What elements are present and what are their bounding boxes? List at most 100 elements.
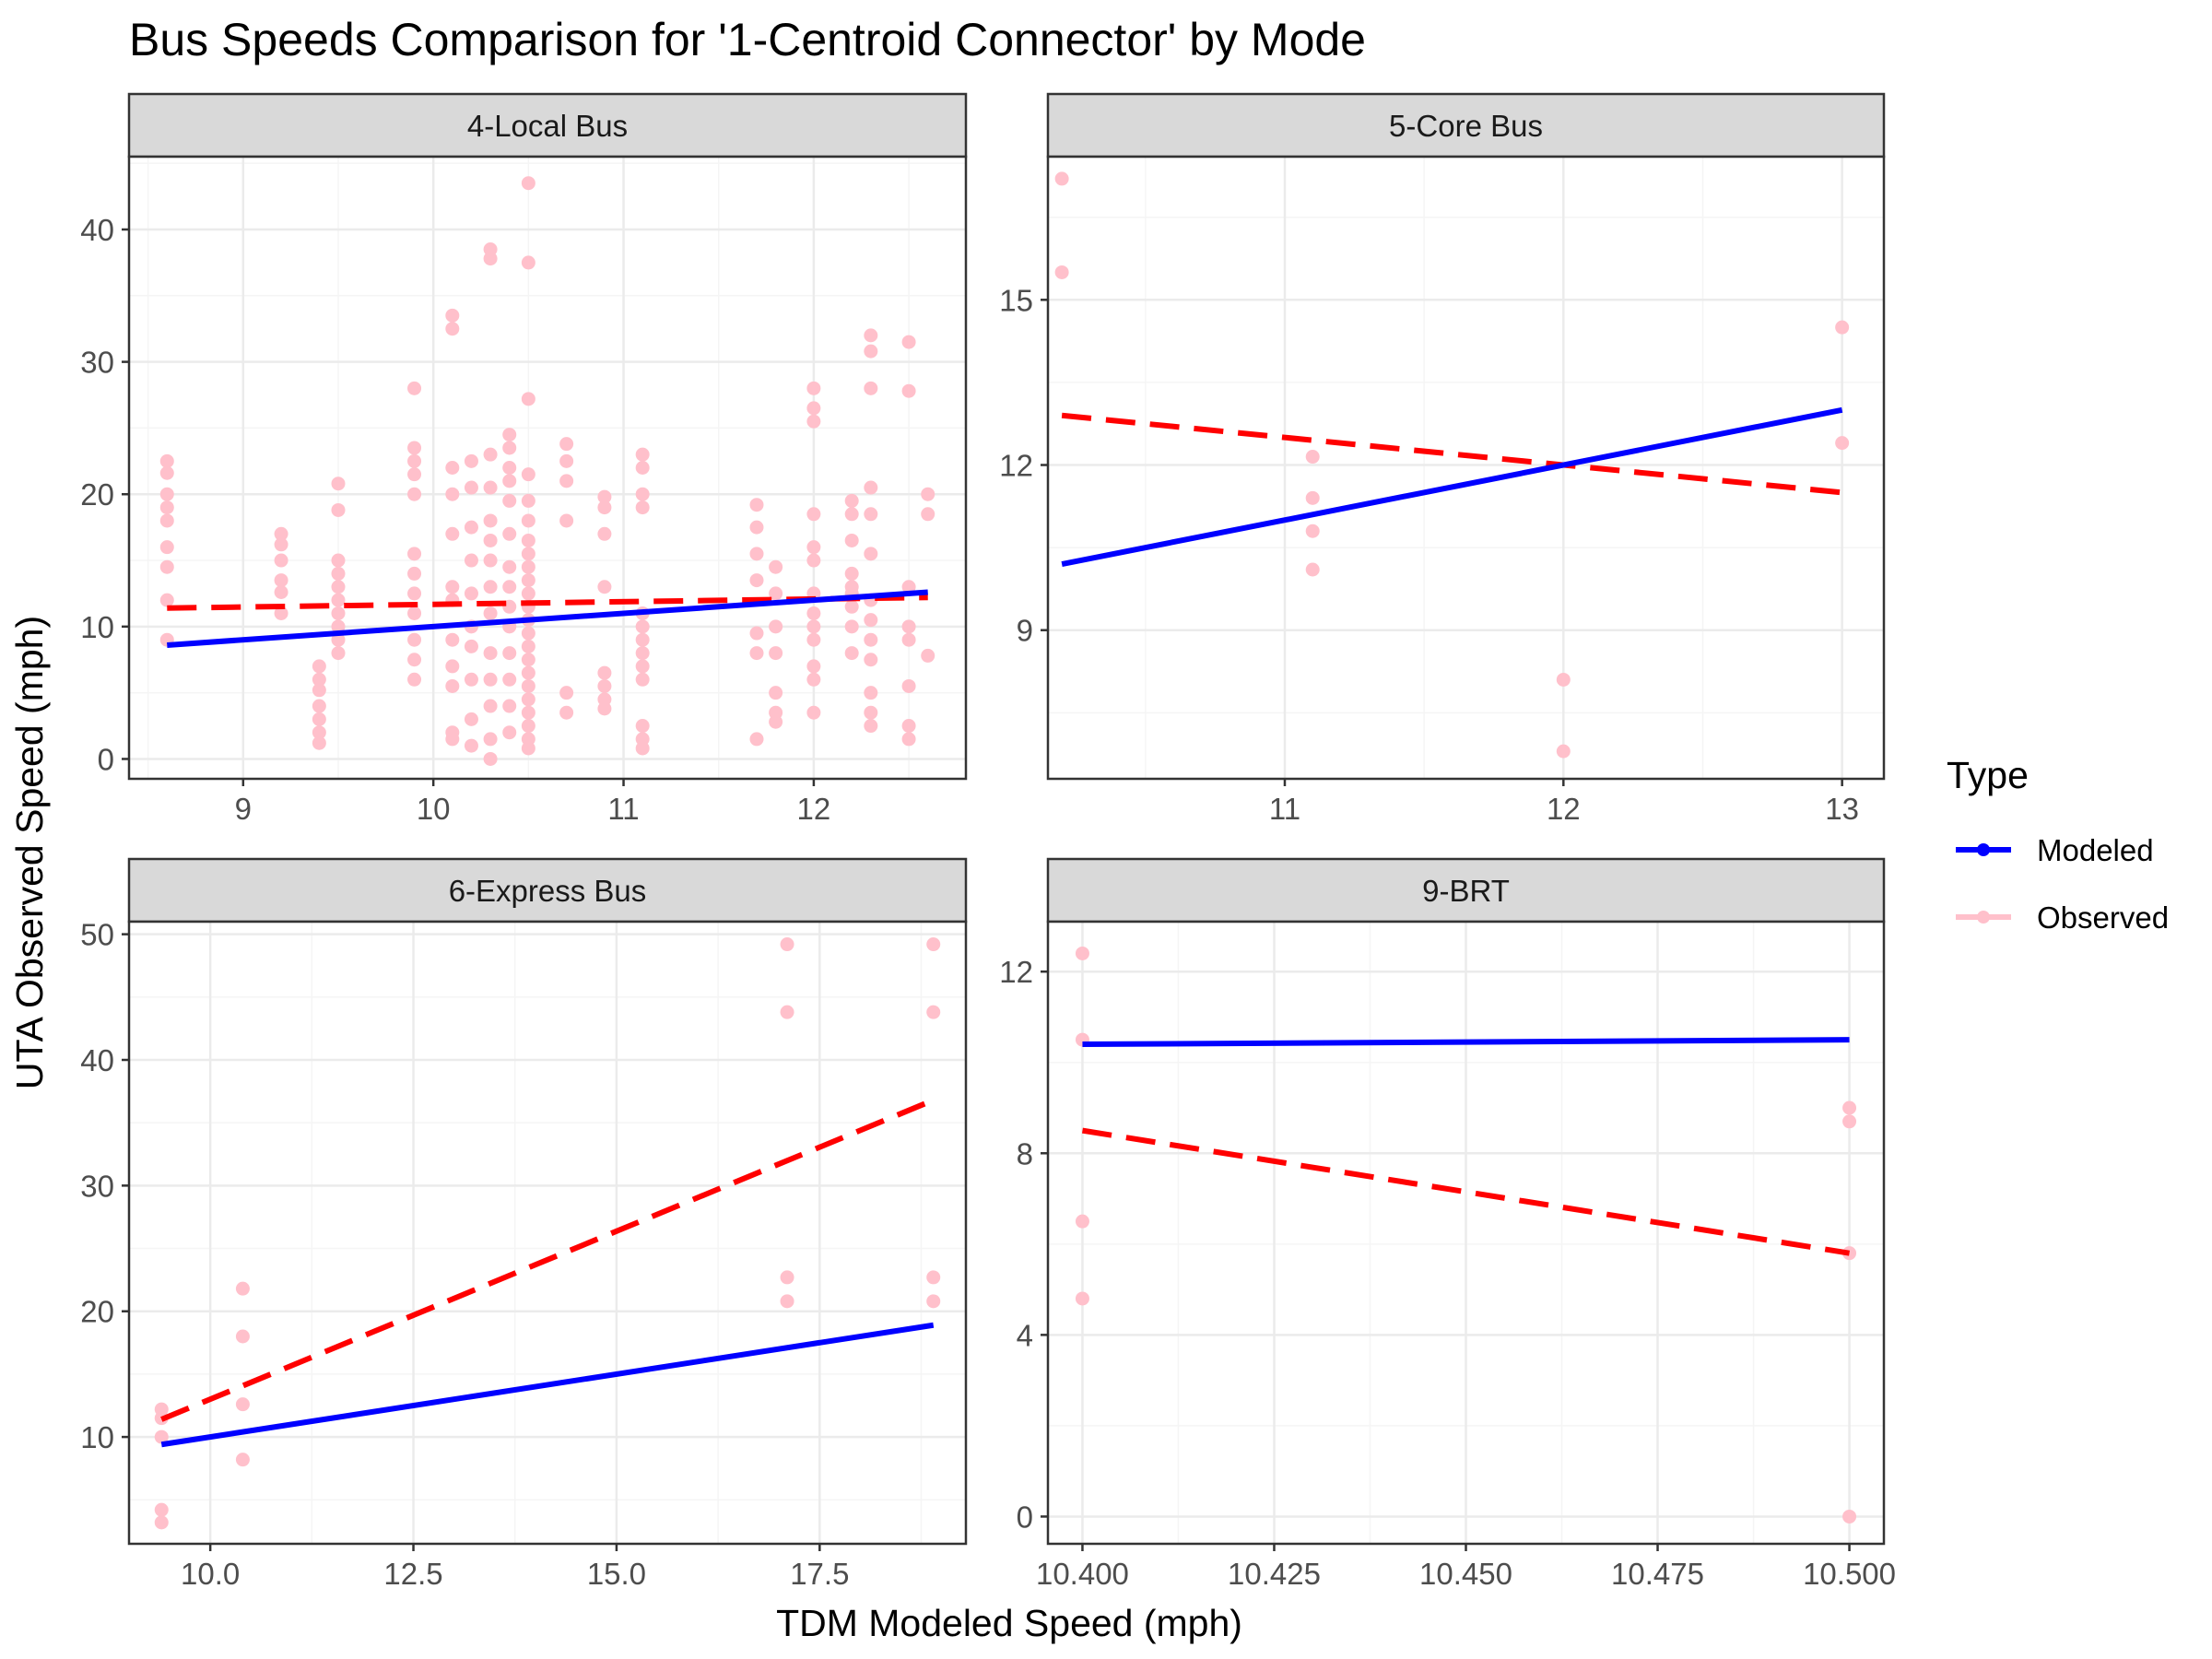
observed-point	[521, 741, 535, 756]
observed-point	[331, 566, 346, 581]
y-tick-label: 20	[80, 477, 114, 512]
observed-point	[445, 322, 460, 336]
observed-point	[407, 606, 422, 620]
observed-point	[864, 547, 878, 561]
observed-point	[597, 678, 612, 693]
x-tick-label: 11	[1269, 792, 1300, 826]
observed-point	[407, 487, 422, 501]
observed-point	[926, 1005, 941, 1019]
observed-point	[483, 580, 498, 594]
observed-point	[521, 559, 535, 574]
observed-point	[559, 437, 574, 452]
observed-point	[407, 381, 422, 395]
observed-point	[521, 692, 535, 707]
observed-point	[926, 1294, 941, 1309]
observed-point	[235, 1329, 250, 1344]
plot-area-local	[129, 157, 966, 779]
x-tick-label: 11	[607, 792, 639, 826]
observed-point	[274, 526, 288, 541]
observed-point	[864, 719, 878, 734]
observed-point	[1054, 171, 1069, 186]
observed-point	[502, 699, 517, 713]
observed-point	[635, 741, 650, 756]
observed-point	[901, 335, 916, 349]
y-tick-label: 20	[80, 1295, 114, 1329]
observed-points-core	[1054, 171, 1850, 759]
x-tick-label: 10.0	[181, 1557, 240, 1591]
observed-point	[635, 659, 650, 674]
observed-point	[806, 540, 821, 555]
observed-point	[769, 714, 783, 729]
observed-point	[921, 507, 935, 522]
observed-point	[483, 513, 498, 528]
observed-point	[806, 507, 821, 522]
observed-point	[502, 474, 517, 488]
observed-point	[559, 453, 574, 468]
observed-point	[844, 566, 859, 581]
observed-point	[769, 586, 783, 601]
observed-point	[483, 732, 498, 747]
grid-local	[129, 157, 966, 779]
observed-point	[274, 585, 288, 599]
x-tick-label: 12	[797, 792, 831, 826]
observed-point	[274, 537, 288, 552]
observed-point	[407, 467, 422, 482]
observed-point	[521, 513, 535, 528]
observed-point	[635, 461, 650, 475]
observed-point	[483, 646, 498, 661]
y-tick-label: 12	[999, 955, 1033, 989]
y-tick-label: 40	[80, 213, 114, 247]
observed-point	[1054, 265, 1069, 279]
x-tick-label: 10.450	[1419, 1557, 1512, 1591]
observed-point	[597, 489, 612, 504]
observed-point	[407, 672, 422, 687]
observed-point	[806, 619, 821, 634]
plot-area-express	[129, 922, 966, 1544]
panel-brt: 9-BRT 10.400 10.425 10.450 10.475 10.500 0 4 8 12	[999, 857, 1896, 1591]
x-tick-label: 10.500	[1803, 1557, 1896, 1591]
observed-point	[445, 580, 460, 594]
y-tick-label: 8	[1017, 1136, 1033, 1171]
observed-point	[635, 487, 650, 501]
observed-point	[521, 493, 535, 508]
plot-area-core	[1048, 157, 1884, 779]
observed-point	[445, 659, 460, 674]
observed-point	[864, 344, 878, 359]
strip-label-local: 4-Local Bus	[467, 109, 628, 143]
observed-point	[483, 606, 498, 620]
observed-point	[521, 392, 535, 406]
observed-point	[502, 646, 517, 661]
observed-point	[502, 493, 517, 508]
observed-point	[1075, 946, 1089, 960]
observed-point	[331, 646, 346, 661]
observed-point	[235, 1281, 250, 1296]
observed-point	[159, 559, 174, 574]
observed-point	[749, 498, 764, 512]
observed-point	[483, 447, 498, 462]
observed-point	[312, 712, 326, 726]
observed-point	[749, 547, 764, 561]
observed-point	[780, 1294, 794, 1309]
observed-point	[483, 553, 498, 568]
observed-point	[407, 547, 422, 561]
observed-point	[445, 678, 460, 693]
observed-point	[806, 414, 821, 429]
observed-point	[864, 653, 878, 667]
legend-label-modeled: Modeled	[2037, 833, 2154, 867]
strip-label-core: 5-Core Bus	[1389, 109, 1543, 143]
legend-title: Type	[1947, 754, 2029, 796]
x-tick-label: 12.5	[383, 1557, 442, 1591]
panel-core: 5-Core Bus 11 12 13 9 12 15	[999, 92, 1886, 826]
y-tick-label: 10	[80, 1420, 114, 1454]
observed-point	[844, 599, 859, 614]
observed-point	[844, 493, 859, 508]
observed-point	[154, 1515, 169, 1530]
observed-point	[769, 619, 783, 634]
observed-point	[312, 725, 326, 740]
observed-point	[159, 453, 174, 468]
observed-point	[407, 586, 422, 601]
observed-point	[1305, 450, 1320, 465]
observed-point	[864, 381, 878, 395]
observed-point	[901, 678, 916, 693]
y-tick-label: 40	[80, 1043, 114, 1077]
